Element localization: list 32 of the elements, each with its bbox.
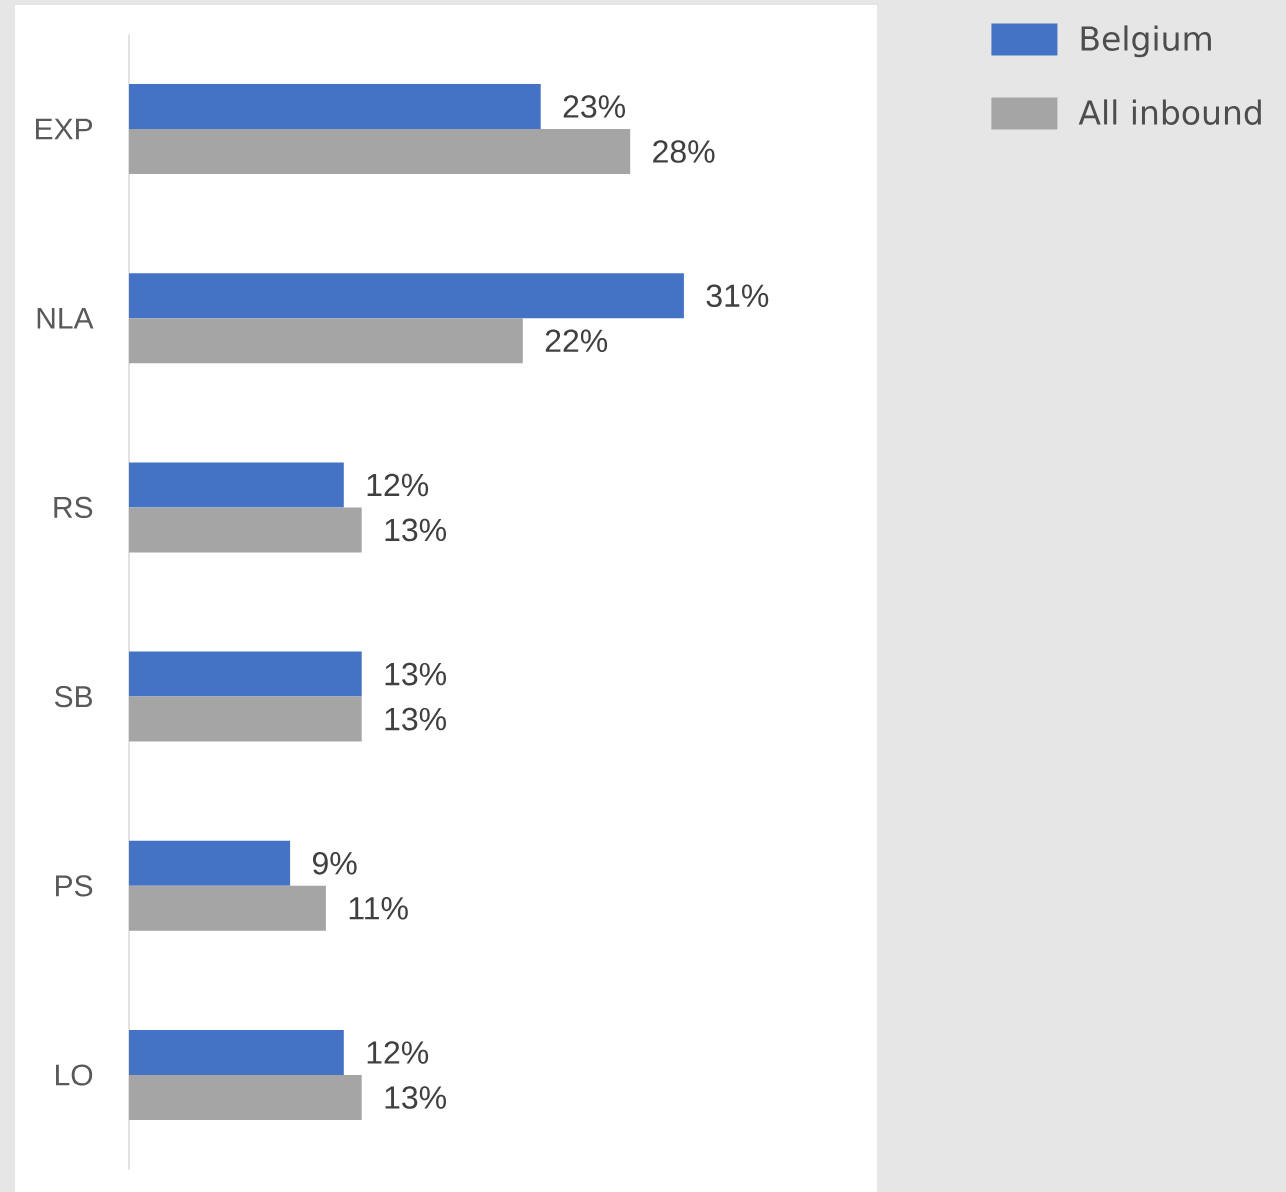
bar: [129, 885, 326, 931]
bar: [129, 318, 523, 364]
bar: [129, 840, 291, 886]
y-tick-label: SB: [54, 685, 92, 708]
bar: [129, 1075, 362, 1121]
y-tick-label: RS: [54, 496, 93, 519]
y-tick-label: LO: [56, 1064, 93, 1086]
y-tick-label: NLA: [37, 307, 94, 329]
data-label: 23%: [563, 95, 626, 118]
bar: [129, 462, 344, 508]
bar: [129, 696, 362, 742]
bar: [129, 651, 362, 697]
data-label: 12%: [367, 1041, 429, 1064]
legend-label: Belgium: [1081, 25, 1211, 58]
data-label: 13%: [385, 707, 447, 731]
bar: [129, 507, 362, 553]
data-label: 13%: [385, 518, 447, 542]
data-label: 13%: [385, 662, 447, 686]
y-tick-label: EXP: [36, 118, 92, 140]
data-label: 9%: [313, 851, 357, 875]
bar: [129, 84, 541, 130]
legend-label: All inbound: [1078, 99, 1261, 125]
data-label: 28%: [653, 140, 715, 163]
data-label: 22%: [545, 329, 608, 352]
bar: [129, 273, 684, 319]
data-label: 31%: [706, 284, 769, 308]
data-label: 12%: [367, 473, 429, 497]
data-label: 11%: [349, 897, 408, 920]
data-label: 13%: [385, 1086, 447, 1109]
bar: [129, 1030, 344, 1076]
y-tick-label: PS: [56, 875, 93, 897]
bar: [129, 129, 631, 175]
